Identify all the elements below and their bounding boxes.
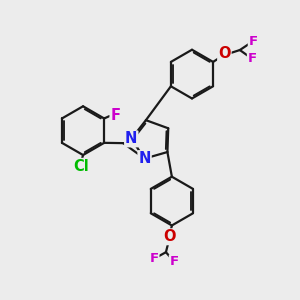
Text: N: N [125, 131, 137, 146]
Text: O: O [218, 46, 231, 61]
Text: F: F [249, 34, 258, 48]
Text: N: N [138, 151, 151, 166]
Text: F: F [248, 52, 257, 65]
Text: F: F [170, 255, 179, 268]
Text: F: F [110, 108, 120, 123]
Text: F: F [149, 252, 159, 265]
Text: O: O [163, 229, 176, 244]
Text: Cl: Cl [73, 159, 88, 174]
